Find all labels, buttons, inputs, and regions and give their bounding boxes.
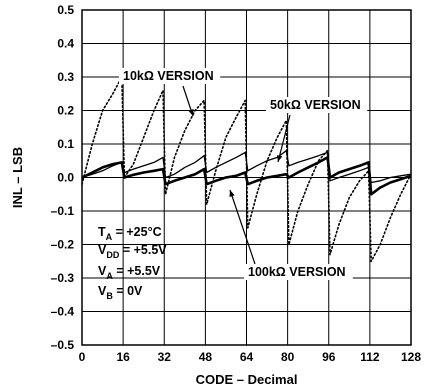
conditions-box: TA = +25°C VDD = +5.5V VA = +5.5V VB = 0… [98,225,167,301]
y-tick-label: –0.4 [51,305,75,319]
annotation-group: 10kΩ VERSION 50kΩ VERSION 100kΩ VERSION [119,68,368,280]
condition-vdd: VDD = +5.5V [98,243,167,260]
annotation-ten_k: 10kΩ VERSION [123,69,214,83]
annotation-fifty_k: 50kΩ VERSION [270,98,361,112]
annotation-bg [119,68,221,84]
x-tick-label: 32 [158,350,172,364]
x-tick-label: 16 [116,350,130,364]
y-tick-label: –0.5 [51,338,75,352]
y-tick-label: 0.5 [57,3,74,17]
series-line-fifty_k [81,150,412,184]
annotation-hundred_k: 100kΩ VERSION [248,265,346,279]
series-line-hundred_k [81,156,412,196]
y-tick-label: –0.2 [51,238,75,252]
y-tick-label: –0.3 [51,271,75,285]
x-tick-label: 112 [360,350,380,364]
annotation-bg [244,264,353,280]
x-tick-label: 0 [79,350,86,364]
x-axis-label: CODE – Decimal [196,372,298,387]
tick-labels: 0 16 32 48 64 80 96 112 128 0.5 0.4 0.3 0.2 0.1 0.0 –0.… [51,3,422,364]
arrowhead [276,155,283,162]
series-group [81,76,412,263]
leader-line [229,189,256,265]
annotation-bg [266,97,368,113]
y-axis-label: INL – LSB [10,147,25,208]
condition-ta: TA = +25°C [98,225,162,242]
condition-vb: VB = 0V [98,284,143,301]
y-tick-label: 0.3 [57,70,74,84]
arrowhead [229,190,235,197]
x-tick-label: 96 [322,350,336,364]
y-tick-label: 0.4 [57,37,74,51]
plot-frame [81,9,412,346]
y-tick-label: 0.0 [57,171,74,185]
x-tick-label: 80 [281,350,295,364]
x-tick-label: 64 [240,350,254,364]
x-tick-label: 48 [199,350,213,364]
y-tick-label: 0.1 [57,137,74,151]
y-tick-label: 0.2 [57,104,74,118]
arrowhead [188,109,194,116]
x-tick-label: 128 [401,350,421,364]
condition-va: VA = +5.5V [98,264,161,281]
leader-line [277,114,291,163]
y-tick-label: –0.1 [51,204,75,218]
